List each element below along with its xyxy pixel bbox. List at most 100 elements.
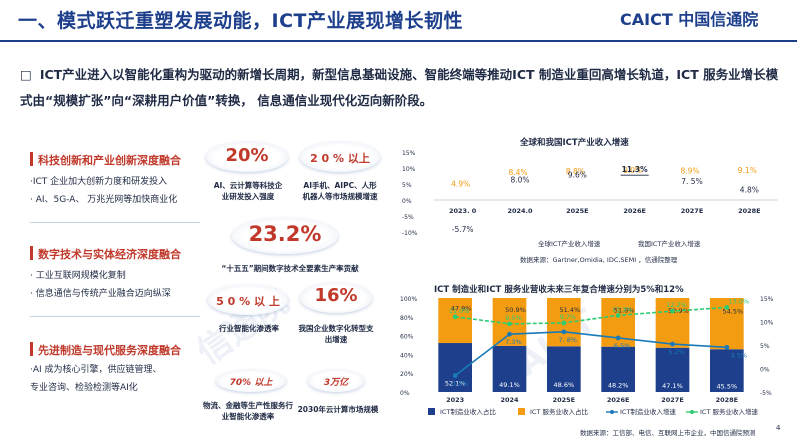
- bar-label: 47.1%: [662, 382, 683, 390]
- bar-label: 52.1%: [445, 380, 466, 388]
- legend-item: ICT 服务业收入增速: [700, 407, 758, 416]
- section-title-innovation: 科技创新和产业创新深度融合: [38, 154, 181, 167]
- line-label: 11.3%: [612, 305, 633, 313]
- line-label: -1.5%: [450, 380, 469, 388]
- stat-value: 2 0 % 以上: [310, 152, 370, 165]
- bar-label: 45.5%: [717, 383, 738, 391]
- line-point: [724, 305, 730, 310]
- growth-table-chart: 15% 10% 5% 0% -5% -10% 2023. 0 2024.0 2025E 2026E…: [402, 150, 778, 248]
- line-point: [507, 331, 512, 337]
- data-label: 9.1%: [738, 166, 757, 175]
- y-tick-label: 5%: [402, 182, 412, 189]
- line-point: [452, 373, 458, 378]
- section-item: ·AI 成为核心引擎，供应链管理、: [30, 365, 162, 375]
- line-label: 7. 8%: [559, 336, 578, 344]
- legend-item: ICT制造业收入增速: [620, 407, 676, 416]
- y-tick-label: 0%: [402, 198, 412, 205]
- line-label: 11.0%: [449, 307, 470, 315]
- stat-value: 5 0 % 以 上: [216, 295, 280, 308]
- legend-item: 全球ICT产业收入增速: [538, 239, 601, 248]
- line-point: [507, 321, 512, 327]
- stat-bubble: [208, 285, 288, 315]
- stat-caption: “十五五”期间数字技术全要素生产率贡献: [221, 264, 359, 273]
- x-tick-label: 2023. 0: [449, 207, 477, 215]
- y-tick-label: -5%: [402, 214, 414, 221]
- stat-caption: 行业智能化渗透率: [219, 324, 279, 333]
- stat-bubble: [232, 218, 338, 254]
- data-label: 7. 5%: [681, 177, 702, 186]
- bar-manufacturing: [601, 346, 636, 392]
- section-item: · 工业互联网规模化复制: [30, 271, 126, 281]
- stat-caption: 物流、金融等生产性服务行业智能化渗透率: [203, 401, 293, 421]
- y-tick-label: 15%: [402, 150, 416, 157]
- bar-label: 51.4%: [560, 306, 581, 314]
- stat-bubble: [216, 370, 286, 392]
- brand-logo: CAICT 中国信通院: [620, 10, 759, 29]
- x-tick-label: 2026E: [623, 207, 646, 215]
- bar-label: 50.9%: [505, 306, 526, 314]
- legend-swatch: [518, 408, 525, 415]
- line-label: 12.2%: [666, 301, 687, 309]
- x-tick-label: 2027E: [681, 207, 704, 215]
- data-label: 8.4%: [508, 168, 527, 177]
- x-tick-label: 2024.0: [507, 207, 533, 215]
- y-tick-label: 10%: [402, 166, 416, 173]
- intro-text: ICT产业进入以智能化重构为驱动的新增长周期，新型信息基础设施、智能终端等推动I…: [20, 67, 779, 108]
- stat-caption: AI手机、AIPC、人形机器人等市场规模增速: [302, 181, 378, 201]
- section-title-digital: 数字技术与实体经济深度融合: [38, 248, 181, 261]
- page-number: 4: [776, 424, 781, 432]
- line-point: [670, 341, 675, 347]
- bar-manufacturing: [546, 346, 581, 392]
- x-tick-label: 2025E: [553, 396, 576, 404]
- series-line: [454, 331, 727, 377]
- stat-bubble: [300, 142, 380, 172]
- data-label: 4.8%: [740, 186, 759, 195]
- intro-paragraph: □ ICT产业进入以智能化重构为驱动的新增长周期，新型信息基础设施、智能终端等推动…: [20, 62, 780, 114]
- data-label: 11.3%: [622, 165, 649, 174]
- section-marker: [30, 152, 33, 166]
- stat-caption: 2030年云计算市场规模: [297, 405, 379, 414]
- bar-label: 54.5%: [723, 308, 744, 316]
- stat-caption: 我国企业数字化转型支出增速: [298, 324, 374, 344]
- chart-title: 全球和我国ICT产业收入增速: [520, 138, 629, 148]
- legend-swatch: [690, 410, 694, 414]
- x-tick-label: 2023: [446, 396, 464, 404]
- y-right-tick-label: 15%: [760, 296, 774, 303]
- line-point: [561, 329, 567, 335]
- chart-source: 数据来源：Gartner,Omidia, IDC,SEMI ，信通院整理: [520, 256, 678, 264]
- section-item: 专业咨询、检验检测等AI化: [30, 383, 138, 393]
- y-tick-label: 40%: [400, 352, 414, 359]
- y-right-tick-label: 10%: [760, 320, 774, 327]
- section-marker: [30, 246, 33, 260]
- revenue-share-chart: 100% 80% 60% 40% 20% 0% 15% 10% 5% 0% -5% 52.1% 47.9…: [400, 296, 774, 416]
- bar-manufacturing: [492, 345, 527, 392]
- section-marker: [30, 342, 33, 356]
- bar-services: [438, 298, 473, 344]
- stat-caption: AI、云计算等科技企业研发投入强度: [213, 181, 283, 201]
- data-label: 4.9%: [451, 179, 470, 188]
- x-tick-label: 2028E: [716, 396, 739, 404]
- x-tick-label: 2024: [500, 396, 519, 404]
- legend-swatch: [610, 410, 614, 414]
- legend-item: ICT制造业收入占比: [440, 407, 496, 416]
- chart-title: ICT 制造业和ICT 服务业营收未来三年复合增速分别为5%和12%: [434, 285, 684, 295]
- stat-value: 16%: [314, 285, 358, 306]
- section-title-manufacturing: 先进制造与现代服务深度融合: [38, 344, 181, 357]
- series-line: [455, 306, 727, 325]
- legend-item: 我国ICT产业收入增速: [638, 239, 701, 248]
- line-point: [670, 308, 675, 314]
- section-item: ·ICT 企业加大创新力度和研发投入: [30, 177, 168, 187]
- data-label: 8.9%: [680, 167, 699, 176]
- section-divider: [30, 222, 200, 223]
- line-point: [724, 344, 730, 350]
- x-tick-label: 2026E: [607, 396, 630, 404]
- bar-manufacturing: [655, 347, 690, 392]
- line-label: 9.5%: [505, 314, 522, 322]
- line-point: [615, 335, 621, 341]
- section-item: · 信息通信与传统产业融合迈向纵深: [30, 289, 171, 299]
- y-tick-label: -10%: [402, 230, 418, 237]
- legend-swatch: [428, 408, 435, 415]
- stat-bubble: [206, 142, 288, 172]
- data-label: 8.8%: [566, 167, 585, 176]
- stat-value: 70% 以上: [229, 378, 273, 388]
